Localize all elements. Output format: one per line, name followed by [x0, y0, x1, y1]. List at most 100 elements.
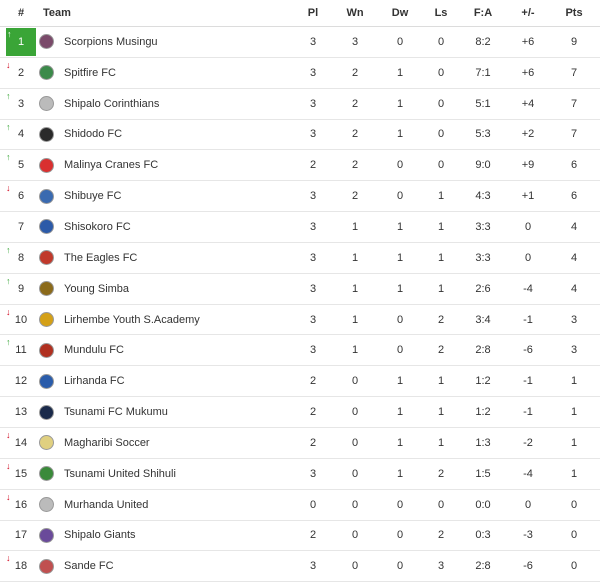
- team-name[interactable]: Spitfire FC: [64, 66, 116, 79]
- table-row[interactable]: 9 ↑ Young Simba 3 1 1 1 2:6 -4 4: [0, 273, 600, 305]
- header-points[interactable]: Pts: [565, 7, 583, 19]
- lost-value: 2: [437, 313, 445, 326]
- drawn-value: 0: [396, 498, 404, 511]
- table-row[interactable]: 12 Lirhanda FC 2 0 1 1 1:2 -1 1: [0, 366, 600, 398]
- won-value: 2: [351, 66, 359, 79]
- team-name[interactable]: The Eagles FC: [64, 251, 138, 264]
- team-name[interactable]: Young Simba: [64, 282, 130, 295]
- header-drawn[interactable]: Dw: [391, 7, 409, 19]
- rank-cell: 14: [6, 428, 36, 458]
- team-name[interactable]: Lirhembe Youth S.Academy: [64, 313, 200, 326]
- goal-difference-value: -4: [523, 282, 533, 295]
- team-logo[interactable]: [38, 157, 54, 173]
- team-logo[interactable]: [38, 435, 54, 451]
- header-won[interactable]: Wn: [346, 7, 364, 19]
- played-value: 3: [309, 560, 317, 573]
- header-rank[interactable]: #: [17, 7, 25, 19]
- table-row[interactable]: 16 ↓ Murhanda United 0 0 0 0 0:0 0 0: [0, 490, 600, 521]
- points-value: 1: [570, 467, 578, 480]
- table-row[interactable]: 10 ↓ Lirhembe Youth S.Academy 3 1 0 2 3:4 -1 3: [0, 305, 600, 336]
- table-row[interactable]: 11 ↑ Mundulu FC 3 1 0 2 2:8 -6 3: [0, 335, 600, 367]
- drawn-value: 0: [396, 159, 404, 172]
- team-logo-cell: [36, 428, 56, 458]
- team-name[interactable]: Malinya Cranes FC: [64, 159, 159, 172]
- drawn-value: 1: [396, 97, 404, 110]
- team-name[interactable]: Lirhanda FC: [64, 375, 125, 388]
- table-row[interactable]: 2 ↓ Spitfire FC 3 2 1 0 7:1 +6 7: [0, 58, 600, 89]
- trend-up-icon: ↑: [6, 152, 11, 163]
- team-logo[interactable]: [38, 312, 54, 328]
- goals-value: 1:3: [475, 436, 491, 449]
- team-logo[interactable]: [38, 527, 54, 543]
- goal-difference-value: -2: [523, 436, 533, 449]
- table-row[interactable]: 7 Shisokoro FC 3 1 1 1 3:3 0 4: [0, 212, 600, 243]
- team-logo[interactable]: [38, 65, 54, 81]
- points-value: 0: [570, 529, 578, 542]
- table-row[interactable]: 3 ↑ Shipalo Corinthians 3 2 1 0 5:1 +4 7: [0, 88, 600, 120]
- team-logo[interactable]: [38, 497, 54, 513]
- goals-value: 4:3: [475, 190, 491, 203]
- table-row[interactable]: 5 ↑ Malinya Cranes FC 2 2 0 0 9:0 +9 6: [0, 150, 600, 182]
- team-logo[interactable]: [38, 34, 54, 50]
- goals-value: 2:8: [475, 560, 491, 573]
- team-logo-cell: [36, 305, 56, 335]
- points-value: 1: [570, 436, 578, 449]
- team-name[interactable]: Shisokoro FC: [64, 220, 131, 233]
- team-logo[interactable]: [38, 466, 54, 482]
- table-row[interactable]: 1 ↑ Scorpions Musingu 3 3 0 0 8:2 +6 9: [0, 27, 600, 58]
- header-played[interactable]: Pl: [307, 7, 319, 19]
- team-logo[interactable]: [38, 281, 54, 297]
- won-value: 2: [351, 128, 359, 141]
- team-name[interactable]: Murhanda United: [64, 498, 149, 511]
- team-name[interactable]: Mundulu FC: [64, 344, 124, 357]
- played-value: 2: [309, 406, 317, 419]
- table-row[interactable]: 17 Shipalo Giants 2 0 0 2 0:3 -3 0: [0, 520, 600, 552]
- goal-difference-value: -1: [523, 375, 533, 388]
- table-row[interactable]: 15 ↓ Tsunami United Shihuli 3 0 1 2 1:5 -4 1: [0, 458, 600, 490]
- team-name[interactable]: Shipalo Giants: [64, 529, 136, 542]
- team-logo[interactable]: [38, 404, 54, 420]
- team-logo[interactable]: [38, 250, 54, 266]
- team-name[interactable]: Shibuye FC: [64, 190, 122, 203]
- won-value: 0: [351, 498, 359, 511]
- team-name[interactable]: Scorpions Musingu: [64, 35, 158, 48]
- table-row[interactable]: 4 ↑ Shidodo FC 3 2 1 0 5:3 +2 7: [0, 120, 600, 151]
- trend-up-icon: ↑: [6, 90, 11, 101]
- team-name[interactable]: Tsunami FC Mukumu: [64, 406, 168, 419]
- team-name[interactable]: Shipalo Corinthians: [64, 97, 160, 110]
- team-logo[interactable]: [38, 342, 54, 358]
- team-logo[interactable]: [38, 219, 54, 235]
- rank-cell: 13: [6, 397, 36, 427]
- points-value: 0: [570, 560, 578, 573]
- team-logo[interactable]: [38, 558, 54, 574]
- team-logo-cell: [36, 490, 56, 520]
- won-value: 0: [351, 467, 359, 480]
- points-value: 6: [570, 190, 578, 203]
- table-row[interactable]: 14 ↓ Magharibi Soccer 2 0 1 1 1:3 -2 1: [0, 428, 600, 459]
- team-logo[interactable]: [38, 188, 54, 204]
- team-name[interactable]: Sande FC: [64, 560, 114, 573]
- goals-value: 1:5: [475, 467, 491, 480]
- team-name[interactable]: Tsunami United Shihuli: [64, 467, 176, 480]
- team-logo[interactable]: [38, 96, 54, 112]
- header-goal-difference[interactable]: +/-: [521, 7, 535, 19]
- played-value: 3: [309, 97, 317, 110]
- goals-value: 5:3: [475, 128, 491, 141]
- header-lost[interactable]: Ls: [434, 7, 448, 19]
- team-logo[interactable]: [38, 373, 54, 389]
- trend-up-icon: ↑: [6, 244, 11, 255]
- points-value: 9: [570, 35, 578, 48]
- table-row[interactable]: 8 ↑ The Eagles FC 3 1 1 1 3:3 0 4: [0, 243, 600, 274]
- header-team[interactable]: Team: [43, 7, 71, 19]
- header-goals[interactable]: F:A: [473, 7, 493, 19]
- table-row[interactable]: 13 Tsunami FC Mukumu 2 0 1 1 1:2 -1 1: [0, 397, 600, 428]
- team-logo[interactable]: [38, 126, 54, 142]
- played-value: 3: [309, 251, 317, 264]
- rank-number: 18: [14, 560, 28, 573]
- table-row[interactable]: 18 ↓ Sande FC 3 0 0 3 2:8 -6 0: [0, 551, 600, 583]
- team-name[interactable]: Shidodo FC: [64, 128, 123, 141]
- team-name[interactable]: Magharibi Soccer: [64, 436, 150, 449]
- rank-number: 14: [14, 436, 28, 449]
- won-value: 0: [351, 406, 359, 419]
- table-row[interactable]: 6 ↓ Shibuye FC 3 2 0 1 4:3 +1 6: [0, 181, 600, 213]
